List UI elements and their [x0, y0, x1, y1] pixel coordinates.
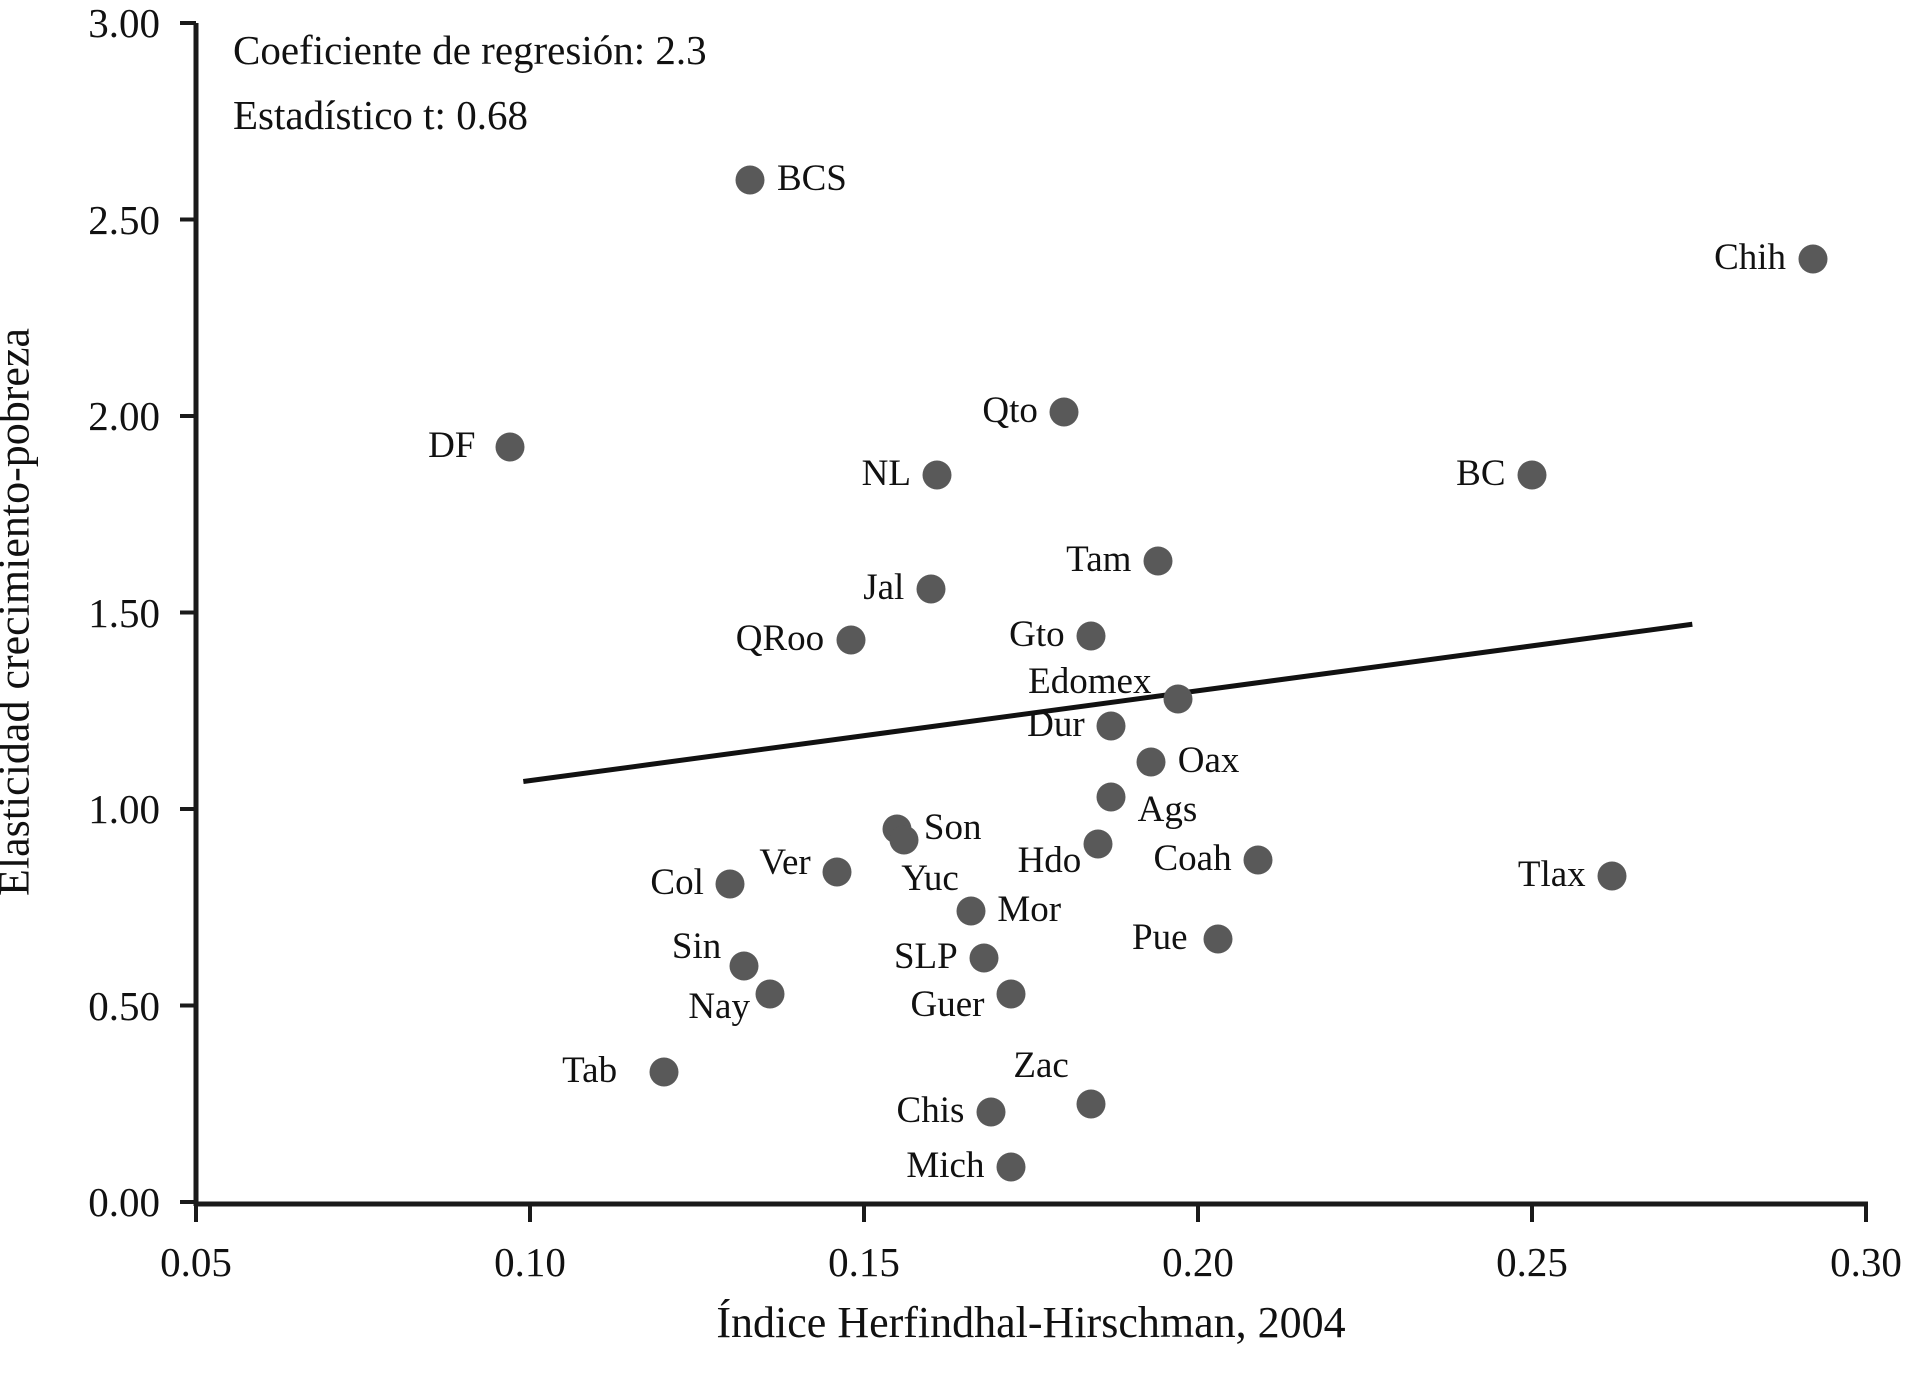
data-point-oax	[1136, 747, 1166, 777]
data-point-label-tam: Tam	[1066, 539, 1132, 581]
x-tick-label: 0.10	[494, 1239, 566, 1285]
data-point-col	[715, 869, 745, 899]
data-point-coah	[1243, 845, 1273, 875]
data-point-gto	[1076, 621, 1106, 651]
data-point-label-guer: Guer	[910, 983, 985, 1025]
x-tick-label: 0.15	[828, 1239, 900, 1285]
data-point-tab	[649, 1057, 679, 1087]
data-point-mich	[996, 1152, 1026, 1182]
data-point-nl	[922, 460, 952, 490]
data-point-label-tab: Tab	[562, 1050, 618, 1092]
data-point-ver	[822, 857, 852, 887]
data-point-label-col: Col	[650, 861, 704, 903]
t-statistic-text: Estadístico t: 0.68	[233, 91, 528, 138]
data-point-label-df: DF	[428, 425, 476, 467]
data-point-bc	[1517, 460, 1547, 490]
data-point-label-son: Son	[923, 806, 982, 848]
data-point-tlax	[1597, 861, 1627, 891]
data-point-chis	[976, 1097, 1006, 1127]
data-point-label-qroo: QRoo	[735, 617, 825, 659]
y-tick-label: 0.00	[88, 1179, 160, 1225]
data-point-tam	[1143, 546, 1173, 576]
data-point-label-edomex: Edomex	[1028, 660, 1152, 702]
data-point-label-chis: Chis	[896, 1089, 965, 1131]
data-point-jal	[916, 574, 946, 604]
y-tick-label: 2.00	[88, 393, 160, 439]
data-point-label-bcs: BCS	[776, 157, 847, 199]
data-point-label-oax: Oax	[1177, 739, 1240, 781]
data-point-label-ags: Ags	[1137, 788, 1198, 830]
data-point-label-mor: Mor	[997, 888, 1062, 930]
data-point-guer	[996, 979, 1026, 1009]
data-point-label-slp: SLP	[893, 936, 958, 978]
data-point-nay	[755, 979, 785, 1009]
data-point-sin	[729, 951, 759, 981]
data-point-label-nay: Nay	[688, 985, 750, 1027]
data-point-label-mich: Mich	[906, 1144, 985, 1186]
y-tick-label: 2.50	[88, 196, 160, 243]
data-point-edomex	[1163, 684, 1193, 714]
data-point-zac	[1076, 1089, 1106, 1119]
data-point-slp	[969, 943, 999, 973]
data-point-label-hdo: Hdo	[1017, 840, 1082, 882]
data-point-label-tlax: Tlax	[1517, 853, 1586, 895]
data-point-ags	[1096, 782, 1126, 812]
data-point-label-gto: Gto	[1009, 613, 1065, 655]
data-point-hdo	[1083, 829, 1113, 859]
x-tick-label: 0.25	[1496, 1239, 1568, 1285]
data-point-qto	[1049, 397, 1079, 427]
data-point-label-coah: Coah	[1153, 837, 1232, 879]
data-point-df	[495, 432, 525, 462]
y-tick-label: 0.50	[88, 982, 160, 1029]
data-point-label-jal: Jal	[863, 566, 905, 608]
y-axis-title: Elasticidad crecimiento-pobreza	[0, 327, 39, 897]
data-point-qroo	[836, 625, 866, 655]
data-point-label-nl: NL	[861, 452, 911, 494]
regression-annotation: Coeficiente de regresión: 2.3 Estadístic…	[233, 18, 707, 148]
data-point-label-chih: Chih	[1714, 236, 1787, 278]
data-point-label-yuc: Yuc	[901, 857, 959, 899]
x-tick-label: 0.20	[1162, 1239, 1234, 1285]
x-axis-title: Índice Herfindhal-Hirschman, 2004	[716, 1298, 1346, 1347]
data-point-mor	[956, 896, 986, 926]
trend-line	[522, 621, 1693, 784]
data-point-bcs	[735, 165, 765, 195]
data-point-label-bc: BC	[1456, 452, 1506, 494]
y-tick-label: 1.50	[88, 589, 160, 636]
y-tick-label: 3.00	[88, 0, 160, 46]
x-tick-label: 0.05	[160, 1239, 232, 1285]
y-tick-label: 1.00	[88, 786, 160, 832]
data-point-chih	[1798, 244, 1828, 274]
data-point-label-zac: Zac	[1013, 1045, 1069, 1087]
data-point-label-sin: Sin	[671, 925, 722, 967]
data-point-pue	[1203, 924, 1233, 954]
data-point-label-ver: Ver	[759, 841, 811, 883]
data-point-label-qto: Qto	[982, 389, 1038, 431]
data-point-yuc	[889, 825, 919, 855]
x-tick-label: 0.30	[1830, 1239, 1902, 1285]
data-point-label-dur: Dur	[1027, 704, 1085, 746]
regression-coefficient-text: Coeficiente de regresión: 2.3	[233, 27, 707, 73]
data-point-dur	[1096, 711, 1126, 741]
data-point-label-pue: Pue	[1132, 916, 1188, 958]
